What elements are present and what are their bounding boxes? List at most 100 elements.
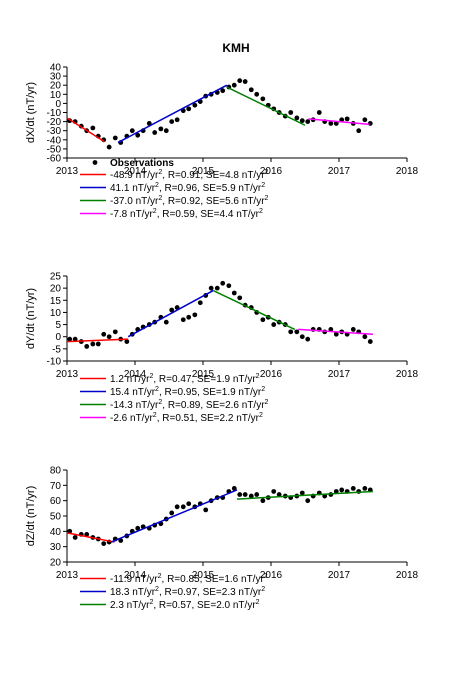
x-tick-label: 2013 xyxy=(56,570,79,581)
y-tick-label: -10 xyxy=(47,108,62,119)
y-tick-label: 10 xyxy=(50,308,62,319)
y-tick-label: -10 xyxy=(47,357,62,368)
observation-point xyxy=(112,135,118,141)
x-tick-label: 2018 xyxy=(396,570,419,581)
observation-point xyxy=(328,327,334,332)
y-tick-label: -30 xyxy=(47,126,62,137)
observation-point xyxy=(67,336,73,342)
observation-point xyxy=(106,334,112,340)
observation-point xyxy=(237,492,243,497)
fit-line-1 xyxy=(66,338,129,343)
observation-point xyxy=(276,492,282,497)
observation-point xyxy=(180,504,186,510)
observation-point xyxy=(367,339,373,344)
y-tick-label: -50 xyxy=(47,144,62,155)
observation-point xyxy=(186,501,192,507)
legend-label-1: 1.2 nT/yr2, R=0.47, SE=1.9 nT/yr2 xyxy=(110,373,260,385)
legend-label-2: 15.4 nT/yr2, R=0.95, SE=1.9 nT/yr2 xyxy=(110,386,265,398)
y-tick-label: 5 xyxy=(55,320,61,331)
y-axis-label: dX/dt (nT/yr) xyxy=(25,82,37,143)
observation-point xyxy=(294,115,300,121)
x-tick-label: 2015 xyxy=(192,570,215,581)
legend-label-4: -7.8 nT/yr2, R=0.59, SE=4.4 nT/yr2 xyxy=(110,208,263,220)
observation-point xyxy=(203,507,209,513)
observation-point xyxy=(248,87,254,93)
observation-point xyxy=(260,317,266,323)
observation-point xyxy=(192,312,198,318)
observation-point xyxy=(192,102,198,108)
y-tick-label: 80 xyxy=(50,466,62,477)
observation-point xyxy=(106,144,112,150)
x-tick-label: 2013 xyxy=(56,166,79,177)
observation-point xyxy=(328,121,334,126)
legend: Observations-48.9 nT/yr2, R=0.91, SE=4.8… xyxy=(80,158,269,220)
observation-point xyxy=(220,88,226,94)
observation-point xyxy=(214,285,220,291)
observation-point xyxy=(344,116,350,122)
observation-point xyxy=(362,117,368,123)
fit-line-3 xyxy=(226,86,306,126)
fit-line-3 xyxy=(212,289,296,331)
observation-point xyxy=(305,336,311,342)
fit-line-1 xyxy=(66,117,105,143)
x-tick-label: 2018 xyxy=(396,166,419,177)
observation-point xyxy=(174,504,180,510)
x-tick-label: 2015 xyxy=(192,369,215,380)
x-tick-label: 2016 xyxy=(260,369,283,380)
observation-point xyxy=(112,329,118,335)
legend-label-3: -37.0 nT/yr2, R=0.92, SE=5.6 nT/yr2 xyxy=(110,195,269,207)
y-tick-label: 20 xyxy=(50,558,62,569)
observation-point xyxy=(231,82,237,88)
fit-line-4 xyxy=(308,118,370,126)
observation-point xyxy=(90,341,96,347)
legend-label-1: -48.9 nT/yr2, R=0.91, SE=4.8 nT/yr2 xyxy=(110,169,269,181)
observation-point xyxy=(260,498,266,504)
observation-point xyxy=(362,334,368,340)
y-tick-label: 40 xyxy=(50,527,62,538)
y-tick-label: 0 xyxy=(55,99,61,110)
observation-point xyxy=(271,489,277,494)
observation-point xyxy=(248,493,254,499)
y-tick-label: 20 xyxy=(50,81,62,92)
observation-point xyxy=(197,300,203,306)
observation-point xyxy=(288,110,294,115)
observation-point xyxy=(350,327,356,332)
legend-label-1: -11.9 nT/yr2, R=0.85, SE=1.6 nT/yr2 xyxy=(110,573,268,585)
y-tick-label: 10 xyxy=(50,90,62,101)
legend-observation-label: Observations xyxy=(110,158,174,169)
observation-point xyxy=(158,126,164,132)
observation-point xyxy=(169,510,175,516)
x-tick-label: 2014 xyxy=(124,166,147,177)
y-tick-label: -5 xyxy=(52,344,61,355)
fit-line-3 xyxy=(236,490,374,500)
observation-point xyxy=(231,290,237,296)
x-tick-label: 2018 xyxy=(396,369,419,380)
observation-point xyxy=(260,96,266,102)
y-tick-label: 0 xyxy=(55,332,61,343)
observation-point xyxy=(95,341,101,347)
observation-point xyxy=(186,106,192,112)
y-axis-label: dZ/dt (nT/yr) xyxy=(25,486,37,547)
legend-label-2: 41.1 nT/yr2, R=0.96, SE=5.9 nT/yr2 xyxy=(110,182,265,194)
y-tick-label: 30 xyxy=(50,72,62,83)
observation-point xyxy=(226,283,232,289)
observation-point xyxy=(135,525,141,531)
y-tick-label: -40 xyxy=(47,135,62,146)
observation-point xyxy=(124,339,130,344)
fit-line-2 xyxy=(110,489,238,543)
observation-point xyxy=(305,498,311,504)
legend-label-3: 2.3 nT/yr2, R=0.57, SE=2.0 nT/yr2 xyxy=(110,599,260,611)
y-tick-label: -60 xyxy=(47,154,62,165)
observation-point xyxy=(101,331,107,337)
y-tick-label: 25 xyxy=(50,272,62,283)
x-tick-label: 2015 xyxy=(192,166,215,177)
observation-point xyxy=(237,78,243,84)
y-tick-label: 50 xyxy=(50,512,62,523)
fit-line-2 xyxy=(127,289,214,338)
observation-point xyxy=(362,486,368,491)
observation-point xyxy=(333,121,339,126)
x-tick-label: 2017 xyxy=(328,166,351,177)
